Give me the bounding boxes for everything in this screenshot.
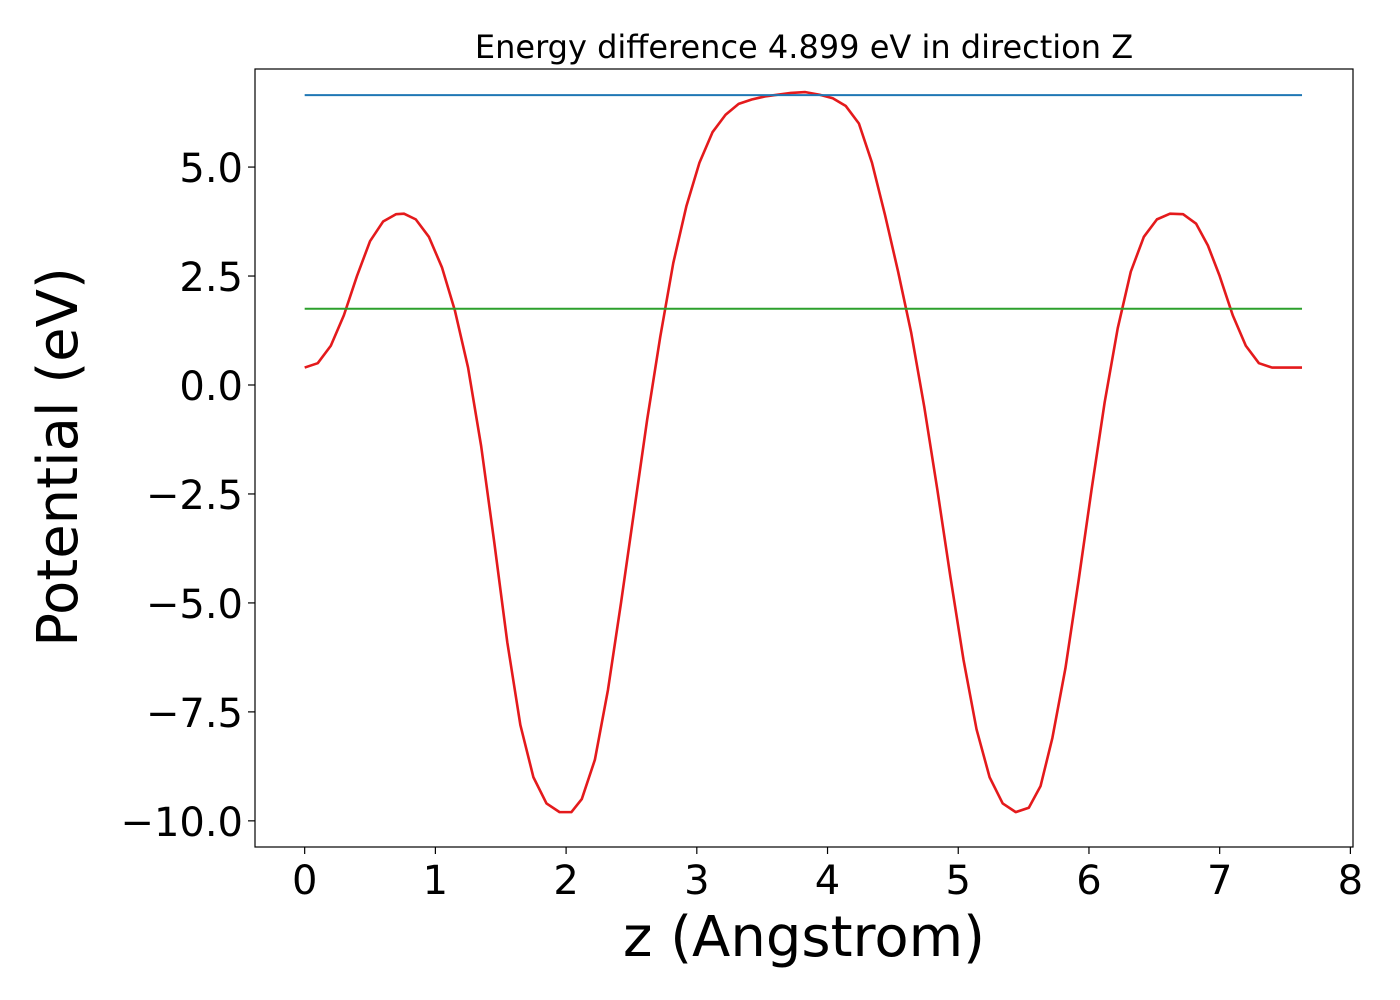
- y-tick-label: −7.5: [146, 691, 243, 737]
- x-tick-label: 5: [946, 858, 971, 904]
- series-group: [304, 90, 1303, 814]
- chart-title: Energy difference 4.899 eV in direction …: [475, 28, 1133, 66]
- y-axis: 5.0 2.5 0.0 −2.5 −5.0 −7.5 −10.0: [120, 146, 255, 846]
- x-tick-label: 7: [1207, 858, 1232, 904]
- y-tick-label: 0.0: [179, 364, 243, 410]
- y-tick-label: 5.0: [179, 146, 243, 192]
- x-tick-label: 0: [292, 858, 317, 904]
- x-tick-label: 8: [1338, 858, 1363, 904]
- y-tick-label: −5.0: [146, 582, 243, 628]
- x-tick-label: 1: [423, 858, 448, 904]
- y-axis-label: Potential (eV): [26, 267, 91, 647]
- x-tick-label: 4: [815, 858, 840, 904]
- plot-frame: [254, 68, 1354, 848]
- x-tick-label: 2: [553, 858, 578, 904]
- y-tick-label: −2.5: [146, 473, 243, 519]
- y-tick-label: 2.5: [179, 255, 243, 301]
- y-tick-label: −10.0: [120, 800, 243, 846]
- x-axis-label: z (Angstrom): [623, 905, 985, 970]
- series-line-0: [304, 90, 1303, 814]
- x-tick-label: 3: [684, 858, 709, 904]
- x-tick-label: 6: [1076, 858, 1101, 904]
- x-axis: 0 1 2 3 4 5 6 7 8: [292, 847, 1363, 904]
